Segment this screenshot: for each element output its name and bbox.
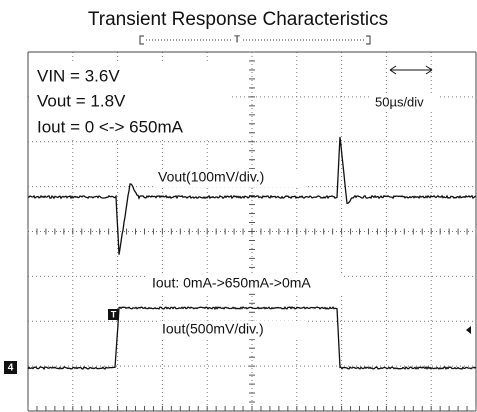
iout-step-label: Iout: 0mA->650mA->0mA — [152, 275, 311, 291]
iout-label: Iout(500mV/div.) — [162, 321, 264, 337]
setting: Iout = 0 <-> 650mA — [37, 117, 184, 136]
setting: VIN = 3.6V — [37, 66, 120, 85]
trigger-position: T — [234, 35, 240, 46]
channel-marker: 4 — [8, 363, 14, 374]
vout-label: Vout(100mV/div.) — [158, 169, 264, 185]
annotations: VIN = 3.6V Vout = 1.8V Iout = 0 <-> 650m… — [4, 62, 471, 374]
waveforms — [27, 136, 477, 371]
vout-trace — [27, 136, 476, 255]
trigger-bracket — [139, 35, 371, 45]
setting: Vout = 1.8V — [37, 91, 126, 110]
iout-trace — [27, 306, 477, 371]
timebase: 50µs/div — [375, 94, 424, 109]
title: Transient Response Characteristics — [88, 9, 388, 30]
trigger-marker: T — [111, 309, 117, 319]
